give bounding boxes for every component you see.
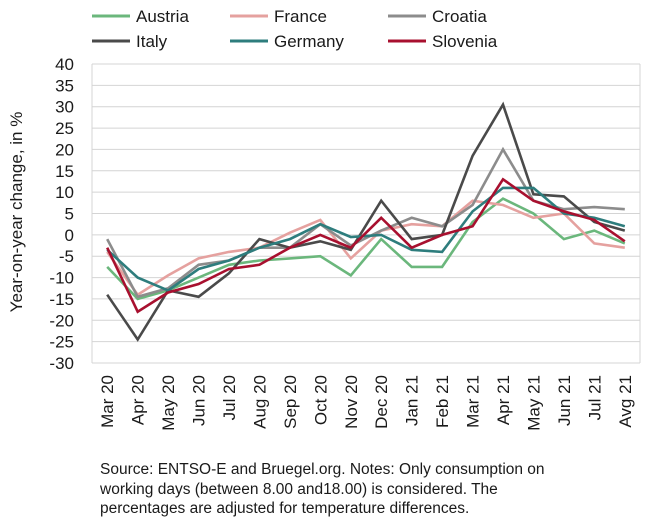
- x-tick-label: Jul 21: [585, 375, 604, 420]
- line-chart: Austria France Croatia Italy Germany Slovenia…: [7, 7, 641, 431]
- legend: Austria France Croatia Italy Germany Slovenia: [92, 7, 498, 51]
- series-lines: [106, 101, 626, 342]
- y-tick-label: 20: [55, 140, 74, 159]
- x-tick-label: Nov 20: [342, 375, 361, 429]
- y-tick-label: -15: [49, 290, 74, 309]
- y-tick-label: -20: [49, 311, 74, 330]
- y-axis-label: Year-on-year change, in %: [7, 112, 26, 313]
- grid: [91, 63, 641, 364]
- x-tick-label: Jul 20: [220, 375, 239, 420]
- y-tick-label: 10: [55, 183, 74, 202]
- legend-label: Germany: [274, 32, 344, 51]
- series-line-italy: [106, 101, 626, 342]
- legend-label: Austria: [136, 7, 189, 26]
- x-tick-label: Aug 20: [250, 375, 269, 429]
- series-line-slovenia: [106, 177, 626, 314]
- x-tick-label: Jun 21: [555, 375, 574, 426]
- legend-item-austria: Austria: [92, 7, 189, 26]
- legend-label: Croatia: [432, 7, 487, 26]
- y-tick-label: 40: [55, 55, 74, 74]
- y-axis-ticks: 40 35 30 25 20 15 10 5 0 -5 -10 -15 -20 -25 -30: [49, 55, 74, 373]
- x-tick-label: Mar 21: [464, 375, 483, 428]
- y-tick-label: 30: [55, 98, 74, 117]
- x-tick-label: Feb 21: [433, 375, 452, 428]
- x-tick-label: Mar 20: [98, 375, 117, 428]
- y-tick-label: 35: [55, 76, 74, 95]
- y-tick-label: -25: [49, 333, 74, 352]
- x-tick-label: Apr 21: [494, 375, 513, 425]
- y-tick-label: -30: [49, 354, 74, 373]
- y-tick-label: 0: [65, 226, 74, 245]
- x-tick-label: Sep 20: [281, 375, 300, 429]
- x-tick-label: Jun 20: [190, 375, 209, 426]
- legend-label: Slovenia: [432, 32, 498, 51]
- note-line: percentages are adjusted for temperature…: [100, 500, 470, 517]
- legend-label: France: [274, 7, 327, 26]
- x-tick-label: Oct 20: [311, 375, 330, 425]
- y-tick-label: -10: [49, 269, 74, 288]
- x-axis-ticks: Mar 20 Apr 20 May 20 Jun 20 Jul 20 Aug 20 Sep …: [98, 375, 635, 431]
- x-tick-label: Jan 21: [403, 375, 422, 426]
- x-tick-label: Apr 20: [129, 375, 148, 425]
- legend-item-croatia: Croatia: [388, 7, 487, 26]
- legend-item-slovenia: Slovenia: [388, 32, 498, 51]
- y-tick-label: -5: [59, 247, 74, 266]
- legend-item-france: France: [230, 7, 327, 26]
- note-line: Source: ENTSO-E and Bruegel.org. Notes: …: [100, 461, 545, 478]
- x-tick-label: May 20: [159, 375, 178, 431]
- legend-label: Italy: [136, 32, 168, 51]
- y-tick-label: 15: [55, 162, 74, 181]
- legend-item-germany: Germany: [230, 32, 344, 51]
- y-tick-label: 25: [55, 119, 74, 138]
- series-line-france: [106, 199, 625, 297]
- note-line: working days (between 8.00 and18.00) is …: [100, 480, 498, 498]
- legend-item-italy: Italy: [92, 32, 168, 51]
- x-tick-label: Avg 21: [616, 375, 635, 428]
- x-tick-label: May 21: [524, 375, 543, 431]
- source-note: Source: ENTSO-E and Bruegel.org. Notes: …: [100, 460, 640, 519]
- series-line-germany: [106, 186, 626, 292]
- y-tick-label: 5: [65, 205, 74, 224]
- x-tick-label: Dec 20: [372, 375, 391, 429]
